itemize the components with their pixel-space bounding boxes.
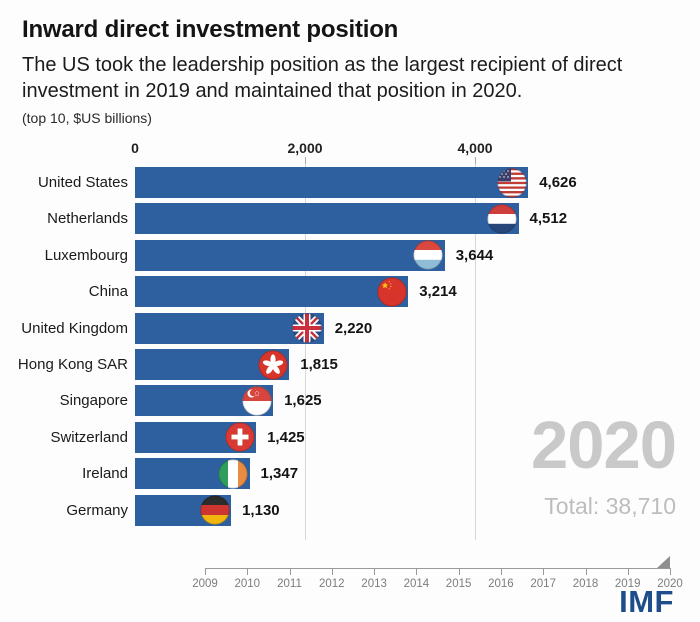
value-label: 1,815 bbox=[300, 356, 338, 373]
sg-flag-icon bbox=[241, 386, 272, 416]
bar-lu bbox=[135, 239, 445, 271]
value-label: 1,625 bbox=[284, 392, 322, 410]
country-label: Ireland bbox=[82, 465, 128, 483]
bar-nl bbox=[135, 203, 519, 235]
ie-flag-icon bbox=[218, 459, 248, 489]
timeline-tick[interactable] bbox=[500, 568, 502, 575]
x-axis-tick-label: 4,000 bbox=[457, 140, 493, 156]
ch-flag-icon bbox=[224, 422, 255, 452]
lu-flag-icon bbox=[413, 240, 443, 270]
timeline-year-2020[interactable]: 2020 bbox=[657, 578, 683, 590]
timeline-tick[interactable] bbox=[247, 568, 249, 575]
value-label: 4,626 bbox=[539, 174, 577, 191]
chart-subtitle: The US took the leadership position as t… bbox=[22, 54, 623, 102]
timeline-year-2017[interactable]: 2017 bbox=[530, 578, 556, 590]
nl-flag-icon bbox=[487, 204, 517, 234]
timeline-track[interactable] bbox=[205, 568, 670, 569]
country-label: United Kingdom bbox=[21, 319, 128, 337]
timeline-tick[interactable] bbox=[374, 568, 376, 575]
x-axis-tick-label: 0 bbox=[131, 140, 139, 156]
us-flag-icon bbox=[497, 167, 527, 198]
year-overlay: 2020 Total: 38,710 bbox=[356, 408, 677, 520]
timeline-year-2012[interactable]: 2012 bbox=[319, 578, 345, 590]
timeline-handle[interactable] bbox=[657, 556, 670, 568]
uk-flag-icon bbox=[292, 313, 322, 343]
total-value-label: Total: 38,710 bbox=[544, 493, 676, 519]
timeline-year-2019[interactable]: 2019 bbox=[614, 578, 641, 590]
timeline-tick[interactable] bbox=[543, 568, 545, 575]
timeline-year-2010[interactable]: 2010 bbox=[234, 578, 261, 590]
country-label: United States bbox=[37, 174, 128, 191]
gridline bbox=[475, 164, 476, 540]
value-label: 3,214 bbox=[419, 283, 457, 301]
value-label: 4,512 bbox=[529, 210, 568, 228]
timeline-tick[interactable] bbox=[331, 568, 333, 575]
de-flag-icon bbox=[199, 495, 230, 525]
timeline-year-2018[interactable]: 2018 bbox=[572, 578, 599, 590]
timeline-tick[interactable] bbox=[670, 568, 671, 575]
timeline-tick[interactable] bbox=[458, 568, 460, 575]
country-label: China bbox=[88, 283, 128, 301]
cn-flag-icon bbox=[377, 277, 407, 307]
hk-flag-icon bbox=[258, 349, 288, 380]
timeline-tick[interactable] bbox=[205, 568, 206, 575]
timeline-tick[interactable] bbox=[585, 568, 587, 575]
timeline-tick[interactable] bbox=[416, 568, 418, 575]
current-year-label: 2020 bbox=[530, 408, 677, 483]
timeline-year-2013[interactable]: 2013 bbox=[361, 578, 387, 590]
x-axis-tick-label: 2,000 bbox=[287, 140, 323, 156]
imf-logo: IMF bbox=[619, 584, 674, 619]
country-label: Germany bbox=[66, 501, 128, 519]
timeline-year-2015[interactable]: 2015 bbox=[445, 578, 472, 590]
country-label: Hong Kong SAR bbox=[17, 356, 128, 373]
country-label: Singapore bbox=[59, 392, 128, 410]
bar-cn bbox=[135, 276, 409, 308]
timeline-tick[interactable] bbox=[289, 568, 291, 575]
value-label: 2,220 bbox=[334, 319, 373, 337]
x-axis-tick-mark bbox=[475, 157, 476, 164]
value-label: 1,425 bbox=[267, 428, 305, 446]
gridline bbox=[305, 164, 306, 540]
country-label: Netherlands bbox=[47, 210, 128, 228]
timeline-year-2011[interactable]: 2011 bbox=[277, 578, 302, 590]
x-axis-tick-mark bbox=[305, 157, 306, 164]
value-label: 1,130 bbox=[242, 501, 280, 519]
country-label: Switzerland bbox=[50, 428, 128, 446]
timeline-year-2009[interactable]: 2009 bbox=[192, 578, 218, 590]
page-title: Inward direct investment position bbox=[22, 16, 399, 43]
timeline-year-2016[interactable]: 2016 bbox=[488, 578, 514, 590]
country-label: Luxembourg bbox=[44, 246, 128, 264]
bar-us bbox=[135, 167, 529, 198]
value-label: 3,644 bbox=[455, 246, 494, 264]
bar-uk bbox=[135, 312, 324, 344]
chart-units-caption: (top 10, $US billions) bbox=[22, 110, 152, 126]
value-label: 1,347 bbox=[260, 465, 299, 483]
timeline-year-2014[interactable]: 2014 bbox=[403, 578, 430, 590]
timeline-tick[interactable] bbox=[627, 568, 629, 575]
